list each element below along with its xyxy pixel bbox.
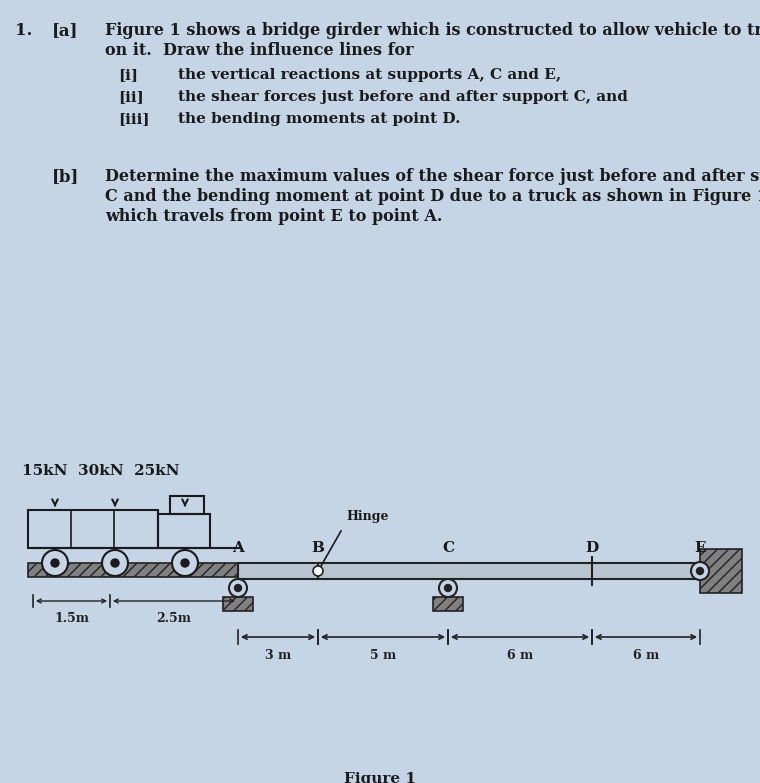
Text: 15kN  30kN  25kN: 15kN 30kN 25kN [22, 464, 179, 478]
Text: C: C [442, 541, 454, 555]
Text: Hinge: Hinge [346, 510, 388, 523]
Circle shape [42, 550, 68, 576]
Text: on it.  Draw the influence lines for: on it. Draw the influence lines for [105, 42, 413, 59]
Text: Determine the maximum values of the shear force just before and after support: Determine the maximum values of the shea… [105, 168, 760, 185]
Text: 3 m: 3 m [265, 649, 291, 662]
Text: C and the bending moment at point D due to a truck as shown in Figure 1: C and the bending moment at point D due … [105, 188, 760, 205]
Circle shape [172, 550, 198, 576]
Text: D: D [585, 541, 599, 555]
Text: E: E [694, 541, 706, 555]
Bar [223, 597, 253, 611]
Circle shape [439, 579, 457, 597]
Circle shape [181, 559, 189, 567]
Text: [iii]: [iii] [118, 112, 150, 126]
Circle shape [229, 579, 247, 597]
Text: Figure 1 shows a bridge girder which is constructed to allow vehicle to travel: Figure 1 shows a bridge girder which is … [105, 22, 760, 39]
Text: the bending moments at point D.: the bending moments at point D. [178, 112, 461, 126]
Circle shape [445, 584, 451, 591]
Circle shape [111, 559, 119, 567]
Bar [28, 510, 158, 548]
Text: 2.5m: 2.5m [157, 612, 192, 625]
Circle shape [102, 550, 128, 576]
Text: A: A [232, 541, 244, 555]
Text: B: B [312, 541, 325, 555]
Bar [170, 496, 204, 514]
Bar [700, 549, 742, 593]
Text: 6 m: 6 m [507, 649, 533, 662]
Text: 5 m: 5 m [370, 649, 396, 662]
Circle shape [691, 562, 709, 580]
Text: [a]: [a] [52, 22, 78, 39]
Text: 1.: 1. [15, 22, 33, 39]
Text: 6 m: 6 m [633, 649, 659, 662]
Circle shape [235, 584, 242, 591]
Bar [158, 514, 210, 548]
Circle shape [313, 566, 323, 576]
Circle shape [696, 568, 704, 575]
Text: [ii]: [ii] [118, 90, 144, 104]
Text: Figure 1: Figure 1 [344, 772, 416, 783]
Text: [b]: [b] [52, 168, 79, 185]
Bar [238, 563, 700, 579]
Text: the vertical reactions at supports A, C and E,: the vertical reactions at supports A, C … [178, 68, 561, 82]
Circle shape [51, 559, 59, 567]
Text: 1.5m: 1.5m [54, 612, 89, 625]
Text: [i]: [i] [118, 68, 138, 82]
Bar [28, 563, 243, 577]
Text: which travels from point E to point A.: which travels from point E to point A. [105, 208, 442, 225]
Bar [433, 597, 463, 611]
Text: the shear forces just before and after support C, and: the shear forces just before and after s… [178, 90, 628, 104]
